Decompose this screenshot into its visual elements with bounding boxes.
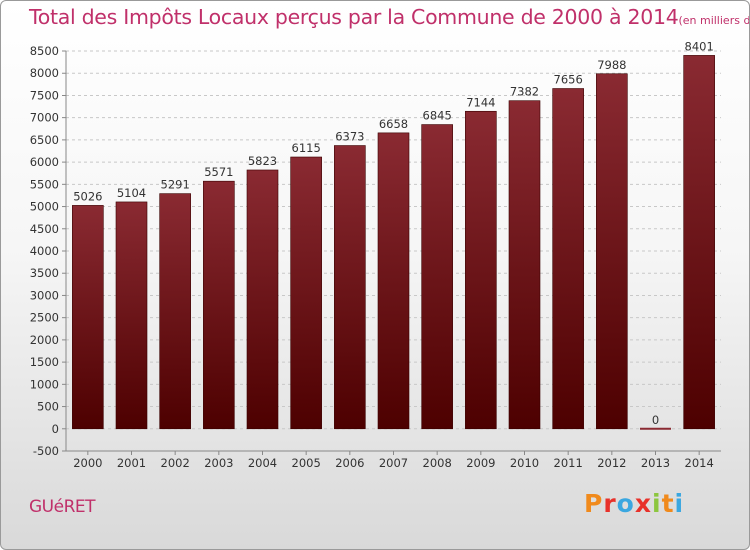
bar-2012 — [596, 73, 628, 430]
data-label-2001: 5104 — [117, 186, 146, 200]
y-tick-label: 4000 — [30, 244, 59, 258]
y-tick-label: 0 — [52, 422, 59, 436]
bar-2008 — [421, 124, 453, 430]
data-label-2005: 6115 — [292, 141, 321, 155]
x-tick-label-2000: 2000 — [73, 456, 102, 470]
y-tick-label: 8500 — [30, 44, 59, 58]
bar-2006 — [334, 145, 366, 430]
logo-letter: r — [603, 489, 617, 518]
data-label-2003: 5571 — [204, 165, 233, 179]
data-label-2009: 7144 — [466, 95, 495, 109]
x-tick-label-2010: 2010 — [510, 456, 539, 470]
data-label-2012: 7988 — [597, 58, 626, 72]
x-tick-label-2009: 2009 — [466, 456, 495, 470]
data-label-2000: 5026 — [73, 189, 102, 203]
y-tick-label: -500 — [33, 444, 59, 458]
data-label-2007: 6658 — [379, 117, 408, 131]
bar-2011 — [552, 88, 584, 430]
x-tick-label-2012: 2012 — [597, 456, 626, 470]
y-tick-label: 1000 — [30, 377, 59, 391]
proxiti-logo: Proxiti — [584, 489, 684, 518]
x-tick-label-2005: 2005 — [292, 456, 321, 470]
bars — [72, 55, 715, 430]
y-tick-label: 6000 — [30, 155, 59, 169]
x-tick-label-2007: 2007 — [379, 456, 408, 470]
y-tick-label: 2000 — [30, 333, 59, 347]
y-tick-label: 5500 — [30, 177, 59, 191]
x-tick-labels: 2000 2001 2002 2003 2004 2005 2006 2007 2008 2009… — [73, 451, 714, 470]
data-labels: 5026 5104 5291 5571 5823 6115 6373 6658 6845 7144… — [73, 39, 714, 426]
bar-2001 — [115, 201, 148, 430]
x-tick-label-2011: 2011 — [554, 456, 583, 470]
x-tick-label-2008: 2008 — [423, 456, 452, 470]
bar-2005 — [290, 156, 322, 430]
bar-2007 — [377, 132, 410, 430]
bar-2000 — [72, 205, 104, 430]
data-label-2004: 5823 — [248, 154, 277, 168]
y-tick-label: 4500 — [30, 222, 59, 236]
data-label-2002: 5291 — [161, 178, 190, 192]
data-label-2011: 7656 — [554, 73, 583, 87]
data-label-2014: 8401 — [685, 39, 714, 53]
logo-letter: P — [584, 489, 604, 518]
logo-letter: i — [652, 489, 662, 518]
commune-name: GUéRET — [29, 497, 96, 517]
y-tick-label: 500 — [37, 400, 59, 414]
y-tick-label: 3000 — [30, 288, 59, 302]
x-tick-label-2001: 2001 — [117, 456, 146, 470]
y-tick-label: 3500 — [30, 266, 59, 280]
x-tick-label-2003: 2003 — [204, 456, 233, 470]
x-tick-label-2006: 2006 — [335, 456, 364, 470]
y-tick-label: 7500 — [30, 88, 59, 102]
bar-2010 — [508, 100, 541, 430]
logo-letter: o — [616, 489, 635, 518]
unit-label: (en milliers d'€) — [678, 14, 750, 27]
x-tick-label-2004: 2004 — [248, 456, 277, 470]
data-label-2006: 6373 — [335, 130, 364, 144]
chart-title: Total des Impôts Locaux perçus par la Co… — [29, 5, 750, 29]
y-tick-label: 7000 — [30, 111, 59, 125]
bar-2003 — [203, 180, 235, 430]
data-label-2013: 0 — [652, 413, 659, 427]
logo-letter: x — [634, 489, 652, 518]
bar-2009 — [465, 110, 497, 430]
bar-2014 — [683, 55, 715, 430]
x-tick-label-2014: 2014 — [685, 456, 714, 470]
x-tick-label-2002: 2002 — [161, 456, 190, 470]
y-tick-label: 8000 — [30, 66, 59, 80]
bar-2002 — [159, 193, 191, 430]
y-tick-label: 5000 — [30, 200, 59, 214]
data-label-2008: 6845 — [423, 109, 452, 123]
y-tick-labels: -500 0 500 1000 1500 2000 2500 3000 3500 4000 4500… — [30, 44, 59, 458]
logo-letter: i — [674, 489, 685, 518]
data-label-2010: 7382 — [510, 85, 539, 99]
y-tick-label: 1500 — [30, 355, 59, 369]
title-text: Total des Impôts Locaux perçus par la Co… — [29, 5, 679, 29]
bar-2004 — [246, 169, 279, 430]
y-tick-label: 2500 — [30, 311, 59, 325]
y-tick-label: 6500 — [30, 133, 59, 147]
logo-letter: t — [661, 489, 675, 518]
x-tick-label-2013: 2013 — [641, 456, 670, 470]
